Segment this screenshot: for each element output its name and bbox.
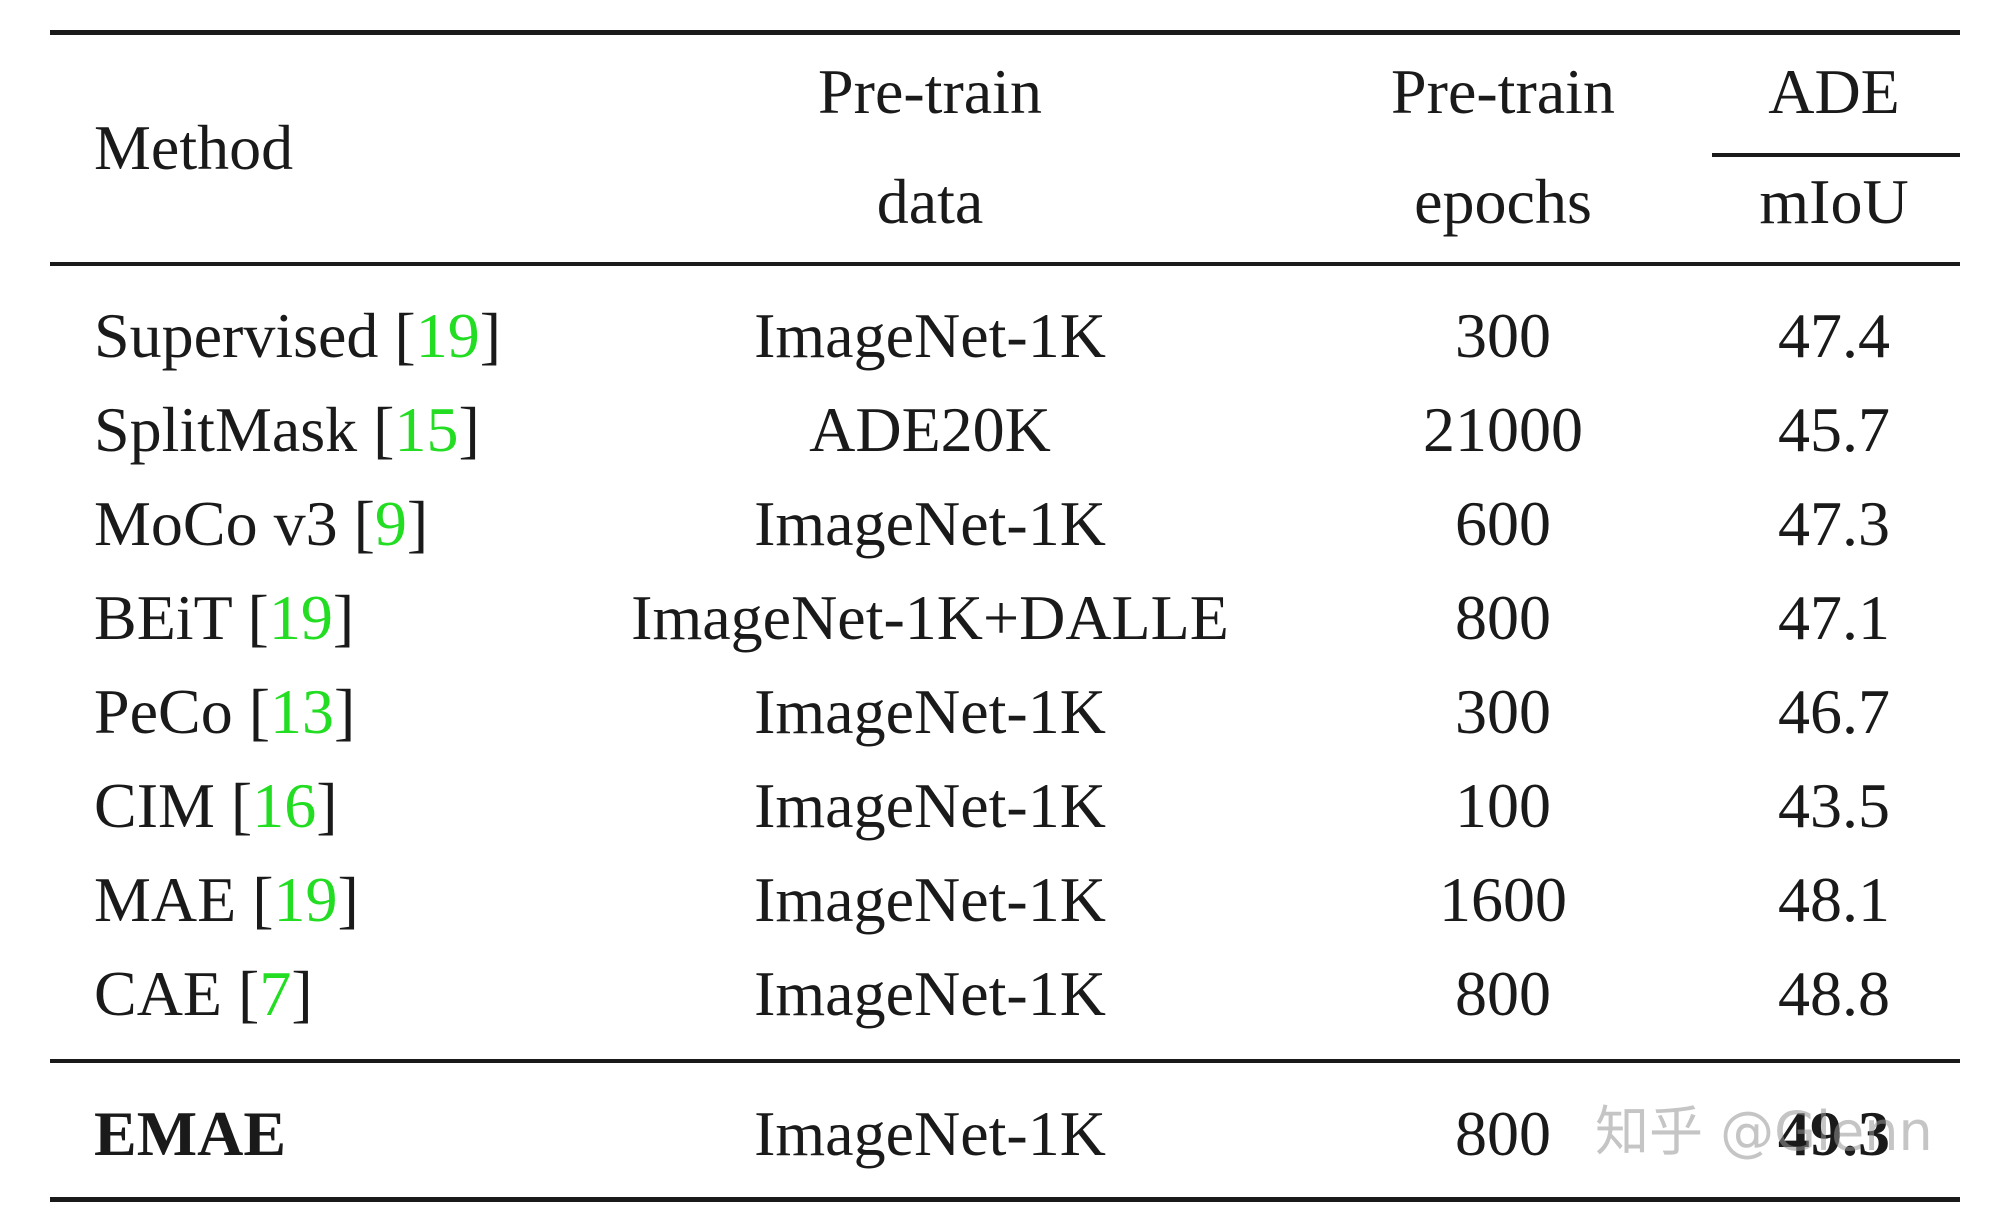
table-row-epochs: 300	[1455, 676, 1551, 747]
table-row-miou: 47.4	[1778, 300, 1890, 371]
method-name: Supervised	[94, 300, 379, 371]
table-row-data: ImageNet-1K	[754, 958, 1106, 1029]
header-pretrain-data-line2: data	[876, 166, 984, 237]
table-row-miou: 48.1	[1778, 864, 1890, 935]
method-name: BEiT	[94, 582, 232, 653]
table-row-epochs: 100	[1455, 770, 1551, 841]
citation-link[interactable]: 15	[394, 394, 459, 465]
table-row-method: MoCo v3 [9]	[94, 488, 429, 559]
final-row-miou: 49.3	[1778, 1098, 1890, 1169]
table-row-miou: 48.8	[1778, 958, 1890, 1029]
final-row-epochs: 800	[1455, 1098, 1551, 1169]
citation-link[interactable]: 13	[270, 676, 334, 747]
separator-rule	[50, 1059, 1960, 1063]
header-miou: mIoU	[1759, 166, 1909, 237]
citation-link[interactable]: 19	[268, 582, 333, 653]
header-ade: ADE	[1768, 56, 1900, 127]
method-name: MAE	[94, 864, 237, 935]
citation-link[interactable]: 19	[273, 864, 338, 935]
table-row-data: ImageNet-1K	[754, 300, 1106, 371]
table-row-method: CAE [7]	[94, 958, 313, 1029]
method-name: CIM	[94, 770, 215, 841]
table-row-method: CIM [16]	[94, 770, 338, 841]
citation-link[interactable]: 9	[374, 488, 407, 559]
table-row-epochs: 21000	[1423, 394, 1583, 465]
table-row-data: ImageNet-1K	[754, 770, 1106, 841]
table-row-epochs: 800	[1455, 958, 1551, 1029]
table-row-data: ImageNet-1K	[754, 488, 1106, 559]
citation-link[interactable]: 16	[252, 770, 317, 841]
table-row-miou: 46.7	[1778, 676, 1890, 747]
citation-link[interactable]: 19	[415, 300, 480, 371]
method-name: SplitMask	[94, 394, 358, 465]
ade-group-rule	[1712, 153, 1960, 157]
table-row-method: PeCo [13]	[94, 676, 356, 747]
table-row-miou: 45.7	[1778, 394, 1890, 465]
header-pretrain-epochs-line2: epochs	[1414, 166, 1592, 237]
table-row-method: MAE [19]	[94, 864, 359, 935]
table-row-method: Supervised [19]	[94, 300, 502, 371]
table-row-miou: 47.1	[1778, 582, 1890, 653]
final-row-method: EMAE	[94, 1098, 286, 1169]
table-row-epochs: 800	[1455, 582, 1551, 653]
table-row-epochs: 300	[1455, 300, 1551, 371]
table-row-data: ImageNet-1K	[754, 864, 1106, 935]
table-row-miou: 43.5	[1778, 770, 1890, 841]
header-pretrain-data-line1: Pre-train	[818, 56, 1042, 127]
table-row-data: ImageNet-1K	[754, 676, 1106, 747]
final-row-data: ImageNet-1K	[754, 1098, 1106, 1169]
table-row-epochs: 600	[1455, 488, 1551, 559]
watermark-text: 知乎 @Glenn	[1595, 1100, 1933, 1163]
table-row-epochs: 1600	[1439, 864, 1567, 935]
method-name: CAE	[94, 958, 222, 1029]
header-method: Method	[94, 112, 294, 183]
method-name: PeCo	[94, 676, 233, 747]
table-row-method: BEiT [19]	[94, 582, 355, 653]
header-rule	[50, 262, 1960, 266]
table-bottom-rule	[50, 1197, 1960, 1202]
table-row-data: ADE20K	[809, 394, 1051, 465]
header-pretrain-epochs-line1: Pre-train	[1391, 56, 1615, 127]
table-row-data: ImageNet-1K+DALLE	[631, 582, 1229, 653]
table-row-method: SplitMask [15]	[94, 394, 480, 465]
table-top-rule	[50, 30, 1960, 35]
method-name: MoCo v3	[94, 488, 338, 559]
citation-link[interactable]: 7	[259, 958, 292, 1029]
table-row-miou: 47.3	[1778, 488, 1890, 559]
